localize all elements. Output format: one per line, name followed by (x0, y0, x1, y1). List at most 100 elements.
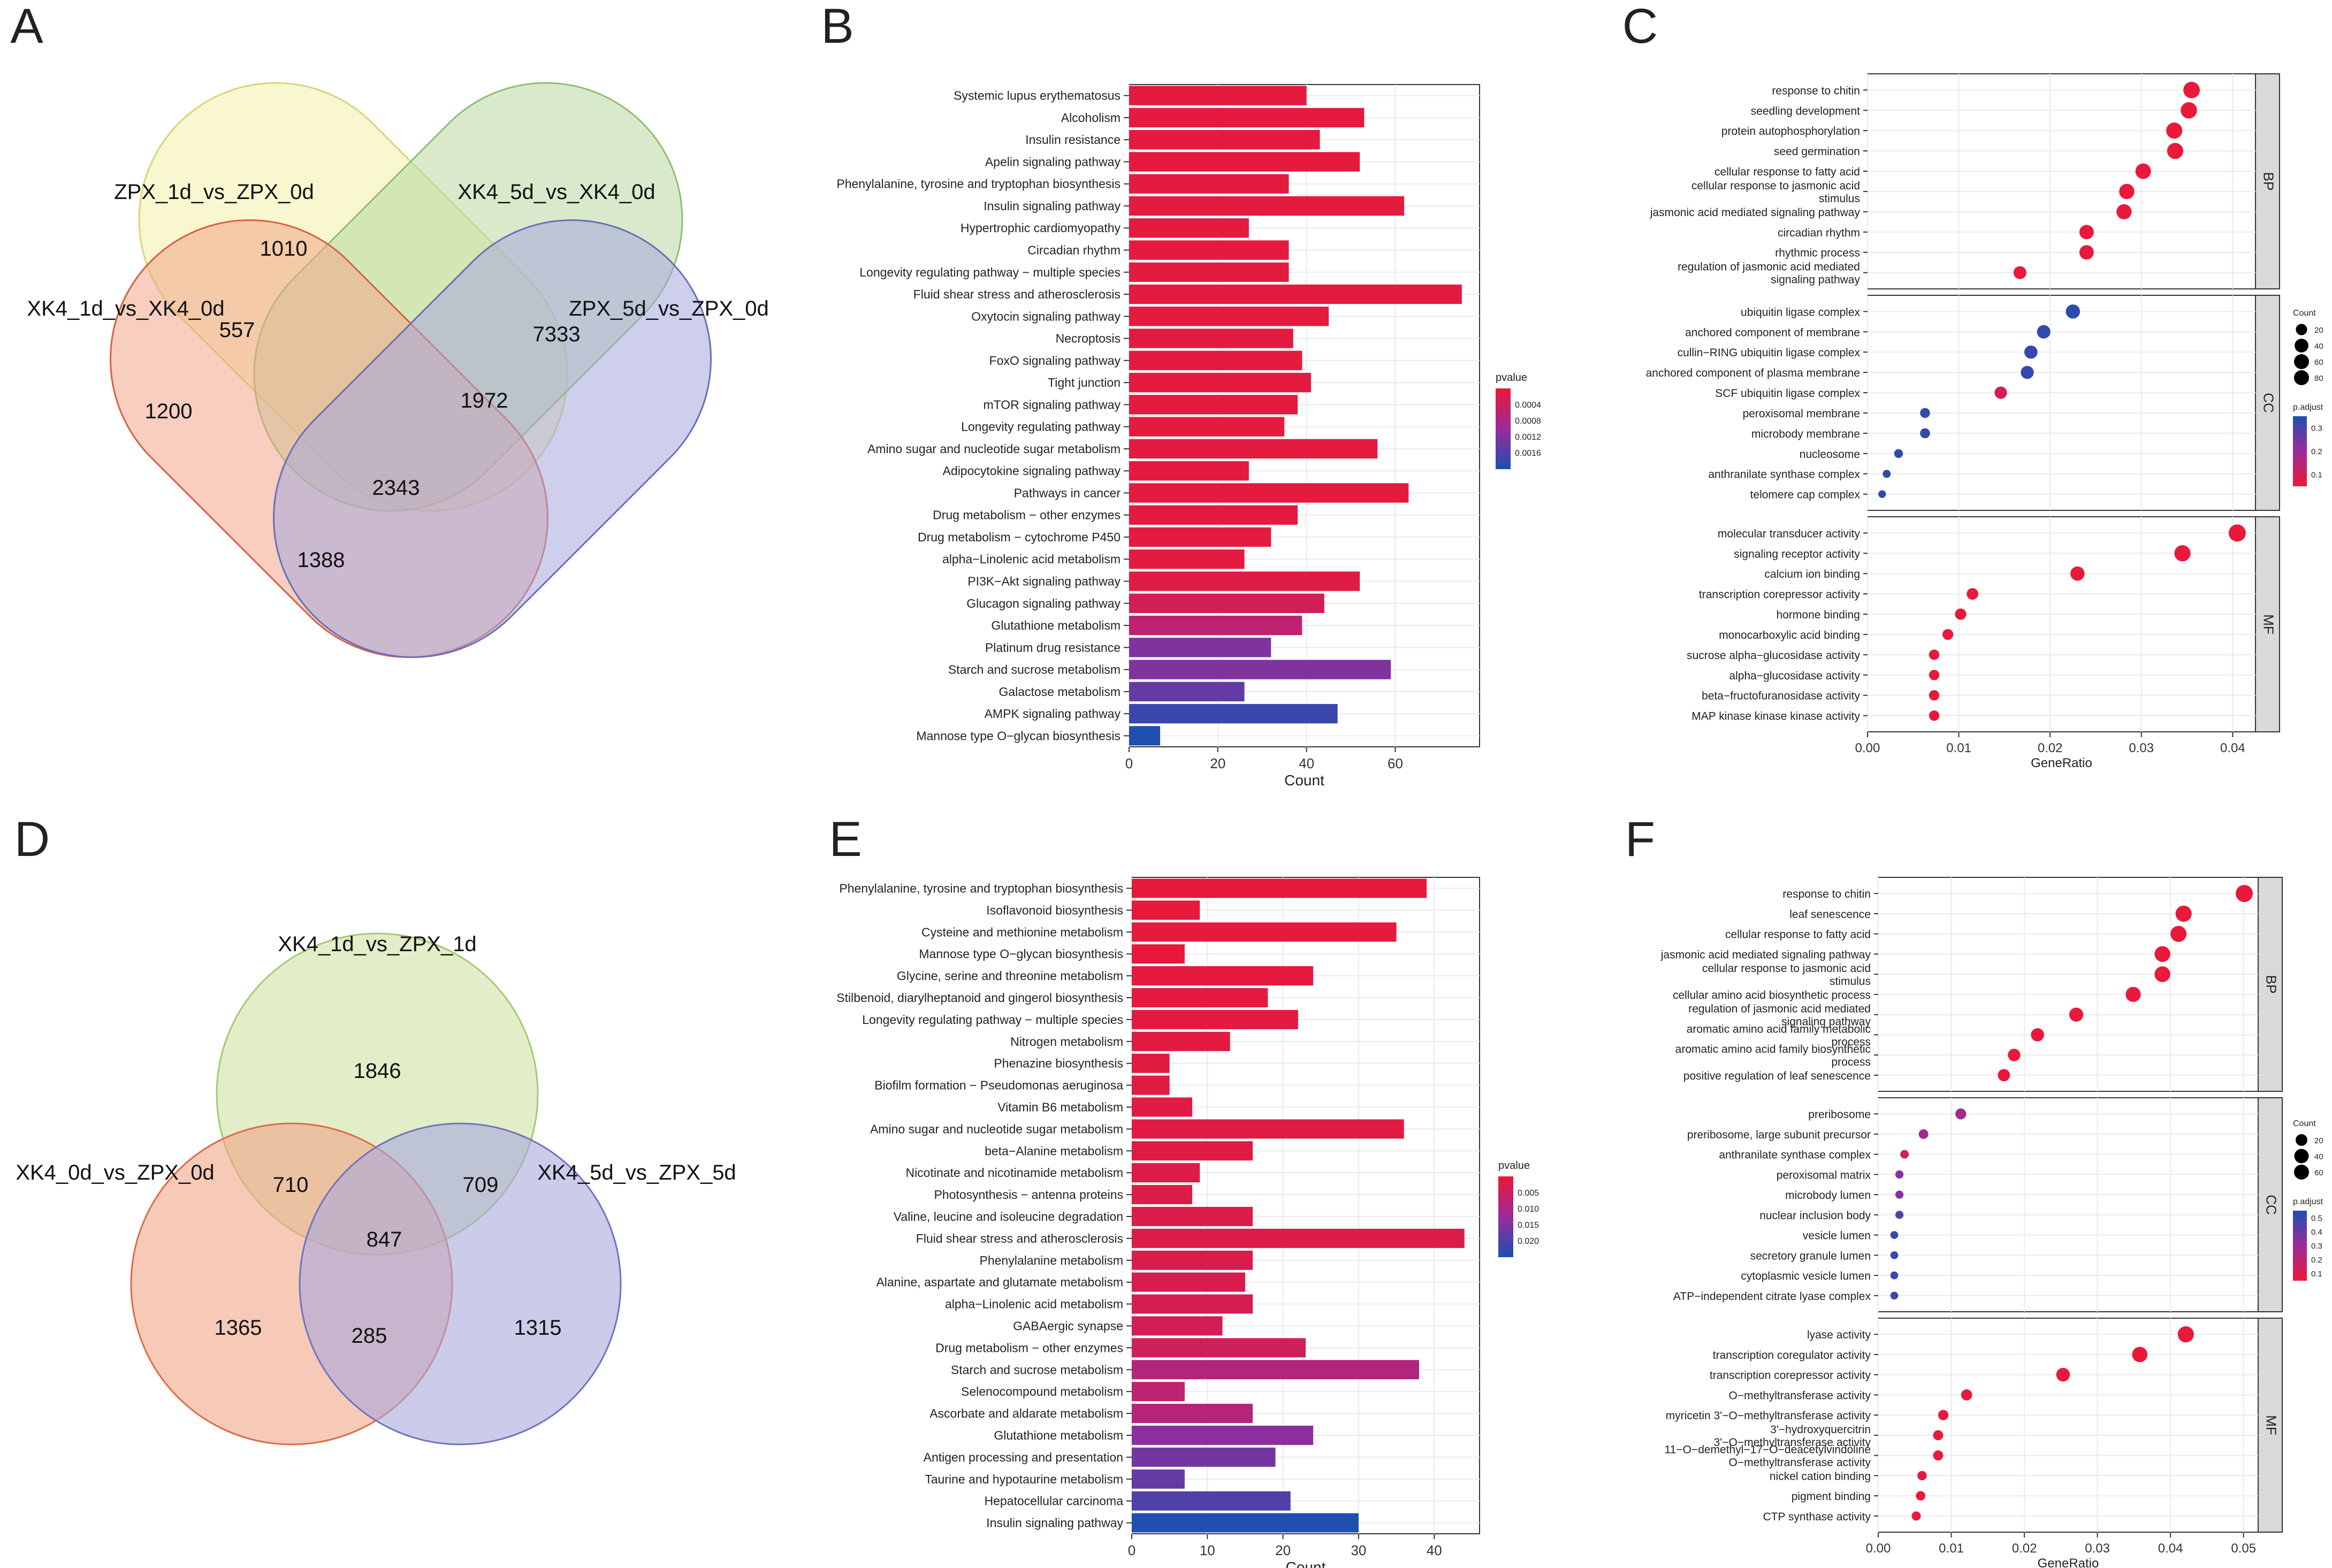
term-label: ubiquitin ligase complex (1741, 306, 1860, 318)
dot (1929, 670, 1940, 680)
facet-label: CC (2261, 393, 2277, 413)
term-label: anthranilate synthase complex (1708, 469, 1860, 481)
venn-set-shape (273, 219, 712, 658)
bar (1129, 439, 1378, 459)
venn-set-label: ZPX_1d_vs_ZPX_0d (114, 180, 314, 204)
bar (1129, 372, 1311, 393)
dot (1955, 608, 1967, 620)
legend-tick-label: 0.1 (2311, 470, 2322, 479)
category-label: Hepatocellular carcinoma (984, 1494, 1123, 1508)
bar (1132, 1294, 1253, 1314)
legend-gradient-step (2293, 1230, 2307, 1232)
legend-gradient-step (1498, 1255, 1513, 1257)
category-label: Galactose metabolism (999, 685, 1121, 699)
legend-gradient-step (2293, 466, 2307, 469)
legend-gradient-step (1496, 422, 1511, 424)
venn-set-label: XK4_1d_vs_XK4_0d (27, 297, 224, 320)
legend-title: Count (2293, 1119, 2316, 1128)
term-label: monocarboxylic acid binding (1719, 629, 1860, 641)
legend-gradient-step (1498, 1233, 1513, 1235)
category-label: Platinum drug resistance (985, 640, 1121, 654)
legend-gradient-step (1496, 431, 1511, 433)
dot (2116, 204, 2132, 220)
legend-gradient-step (1496, 426, 1511, 428)
legend-gradient-step (2293, 1244, 2307, 1246)
legend-gradient-step (2293, 1241, 2307, 1243)
legend-gradient-step (2293, 1219, 2307, 1221)
legend-gradient-step (1496, 432, 1511, 434)
x-tick-label: 0 (1125, 755, 1133, 771)
bar (1132, 1491, 1291, 1511)
category-label: Phenylalanine, tyrosine and tryptophan b… (839, 881, 1123, 895)
legend-gradient-step (2293, 429, 2307, 431)
venn-region-count: 1972 (461, 389, 508, 412)
x-tick-label: 0.04 (2220, 741, 2245, 755)
term-label: regulation of jasmonic acid mediated (1688, 1003, 1871, 1015)
legend-tick-label: 0.3 (2311, 424, 2322, 433)
category-label: Nicotinate and nicotinamide metabolism (905, 1166, 1123, 1180)
legend-title: pvalue (1498, 1160, 1530, 1172)
legend-gradient-step (1496, 419, 1511, 421)
legend-gradient-step (2293, 1272, 2307, 1274)
legend-gradient-step (1496, 424, 1511, 426)
category-label: Hypertrophic cardiomyopathy (961, 221, 1121, 235)
legend-gradient-step (1498, 1246, 1513, 1248)
dot (2135, 163, 2151, 179)
legend-gradient-step (1496, 451, 1511, 453)
category-label: alpha−Linolenic acid metabolism (945, 1297, 1123, 1311)
legend-size-label: 60 (2314, 1168, 2323, 1177)
venn-set-label: XK4_5d_vs_ZPX_5d (537, 1161, 736, 1184)
legend-gradient-step (1496, 400, 1511, 402)
x-axis-title: GeneRatio (2038, 1556, 2099, 1568)
legend-gradient-step (1496, 464, 1511, 466)
category-label: FoxO signaling pathway (989, 354, 1121, 368)
legend-size-label: 20 (2314, 326, 2323, 335)
legend-size-label: 80 (2314, 374, 2323, 383)
legend-gradient-step (2293, 1274, 2307, 1277)
legend-gradient-step (1496, 418, 1511, 420)
term-label: nuclear inclusion body (1759, 1210, 1871, 1222)
legend-gradient-step (1496, 408, 1511, 410)
dot (1994, 386, 2007, 399)
dot (2069, 1007, 2084, 1022)
dot (1938, 1410, 1949, 1420)
dot (2070, 566, 2085, 581)
category-label: Adipocytokine signaling pathway (943, 464, 1121, 478)
venn-region-count: 1200 (145, 400, 193, 423)
term-label: calcium ion binding (1764, 568, 1860, 580)
dot (2132, 1347, 2148, 1363)
legend-gradient-step (1496, 466, 1511, 468)
dot (2175, 905, 2192, 922)
term-label: seedling development (1751, 105, 1860, 117)
x-tick-label: 0.01 (1946, 741, 1971, 755)
legend-gradient-step (1498, 1180, 1513, 1182)
dot (2066, 304, 2080, 319)
legend-gradient-step (1498, 1183, 1513, 1185)
term-label: stimulus (1819, 193, 1860, 205)
legend-gradient-step (1496, 435, 1511, 437)
legend-gradient-step (2293, 1220, 2307, 1222)
facet-label: BP (2261, 172, 2277, 191)
legend-gradient-step (2293, 1216, 2307, 1218)
legend-gradient-step (1496, 443, 1511, 445)
term-label: peroxisomal membrane (1743, 408, 1860, 420)
legend-gradient-step (1498, 1184, 1513, 1187)
category-label: Starch and sucrose metabolism (948, 663, 1121, 677)
bar (1132, 1316, 1223, 1336)
legend-gradient-step (1498, 1225, 1513, 1227)
legend-gradient-step (1496, 412, 1511, 415)
category-label: Cysteine and methionine metabolism (921, 925, 1123, 939)
legend-gradient-step (1498, 1230, 1513, 1232)
term-label: regulation of jasmonic acid mediated (1678, 261, 1860, 273)
category-label: alpha−Linolenic acid metabolism (942, 552, 1121, 566)
legend-gradient-step (2293, 1252, 2307, 1255)
legend-gradient-step (1496, 453, 1511, 455)
legend-gradient-step (1496, 448, 1511, 450)
x-tick-label: 60 (1388, 755, 1403, 771)
legend-gradient-step (2293, 459, 2307, 462)
category-label: Pathways in cancer (1014, 486, 1121, 500)
legend-gradient-step (2293, 1245, 2307, 1248)
legend-gradient-step (2293, 1211, 2307, 1213)
legend-gradient-step (2293, 449, 2307, 452)
legend-gradient-step (1498, 1231, 1513, 1233)
